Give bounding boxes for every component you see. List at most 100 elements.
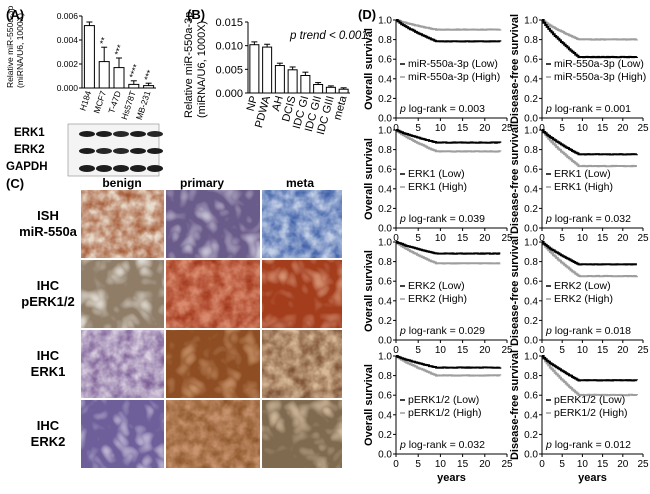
- survival-xtick-label: 5: [415, 459, 421, 470]
- survival-xtick-label: 20: [617, 459, 629, 470]
- panel-a-bar-T-47D: [113, 67, 125, 89]
- blot-band: [113, 131, 129, 137]
- panel-b-ytick-label: 0.000: [215, 88, 243, 100]
- survival-ytick-label: 0.0: [524, 450, 538, 461]
- survival-xtick-label: 0: [393, 123, 399, 134]
- panel-b-category-label: NP: [245, 95, 261, 113]
- survival-xtick-label: 15: [597, 123, 609, 134]
- histology-image-primary-1: [166, 260, 260, 328]
- survival-ytick-label: 0.2: [378, 430, 392, 441]
- survival-ytick-label: 0.2: [524, 204, 538, 215]
- legend-label-low: miR-550a-3p (Low): [554, 58, 644, 70]
- histology-texture: [166, 190, 260, 258]
- survival-curve-high: [396, 129, 502, 153]
- panel-b-ylabel-1: Relative miR-550a-3p: [183, 12, 195, 118]
- survival-ytick-label: 0.6: [524, 55, 538, 66]
- blot-label-erk1: ERK1: [14, 127, 45, 139]
- survival-ytick-label: 0.0: [524, 224, 538, 235]
- survival-xtick-label: 0: [539, 123, 545, 134]
- p-value-text: log-rank = 0.018: [552, 325, 631, 337]
- histology-image-meta-3: [262, 400, 342, 468]
- panel-a-ytick-label: 0.004: [57, 35, 79, 45]
- survival-p-value: p log-rank = 0.003: [399, 103, 485, 115]
- panel-a-bar-chart: 0.0000.0020.0040.006H184**MCF7***T-47D**…: [57, 11, 156, 121]
- legend-label-low: ERK1 (Low): [408, 168, 465, 180]
- survival-curve-low: [542, 355, 638, 382]
- panel-c-row-label-2-line2: ERK1: [31, 364, 66, 379]
- panel-a-significance: ***: [142, 68, 155, 82]
- survival-ytick-label: 0.4: [378, 184, 392, 195]
- panel-b-label: (B): [187, 7, 205, 22]
- survival-ytick-label: 1.0: [378, 238, 392, 249]
- survival-ytick-label: 0.4: [524, 296, 538, 307]
- survival-xtick-label: 25: [501, 459, 513, 470]
- blot-bands: [79, 131, 163, 172]
- survival-p-value: p log-rank = 0.032: [545, 213, 631, 225]
- survival-ytick-label: 1.0: [524, 16, 538, 27]
- survival-ylabel: Disease-free survival: [509, 236, 521, 346]
- panel-b-bar-IDC GII: [313, 83, 324, 94]
- blot-band: [113, 165, 129, 172]
- survival-xtick-label: 10: [435, 233, 447, 244]
- survival-plot-dfs-0: Disease-free survival 0.00.20.40.60.81.00…: [509, 14, 649, 134]
- panel-a-bar-H184: [83, 25, 95, 89]
- survival-ytick-label: 0.6: [524, 277, 538, 288]
- p-symbol: p: [399, 439, 406, 451]
- panel-c-row-label-0-line2: miR-550a: [19, 224, 78, 239]
- survival-xtick-label: 25: [501, 233, 513, 244]
- legend-label-high: ERK1 (High): [554, 181, 613, 193]
- panel-c-row-label-1-line2: pERK1/2: [21, 294, 74, 309]
- survival-curve-high: [542, 355, 638, 397]
- legend-label-low: ERK2 (Low): [408, 280, 465, 292]
- panel-c-col-meta: meta: [286, 176, 314, 190]
- survival-ytick-label: 0.4: [378, 296, 392, 307]
- survival-xtick-label: 20: [479, 345, 491, 356]
- panel-b-bar-DCIS: [287, 69, 298, 94]
- survival-curve-low: [396, 241, 501, 255]
- histology-image-benign-3: [81, 400, 164, 468]
- legend-label-low: ERK1 (Low): [554, 168, 611, 180]
- survival-curve-low: [542, 19, 638, 59]
- survival-ytick-label: 0.8: [524, 371, 538, 382]
- survival-ylabel: Disease-free survival: [509, 124, 521, 234]
- blot-band: [130, 148, 146, 154]
- survival-curve-low: [396, 129, 502, 144]
- survival-xtick-label: 20: [617, 233, 629, 244]
- survival-xtick-label: 5: [559, 233, 565, 244]
- histology-texture: [81, 190, 164, 258]
- survival-xtick-label: 15: [457, 345, 469, 356]
- survival-xtick-label: 10: [435, 345, 447, 356]
- survival-xtick-label: 15: [457, 123, 469, 134]
- blot-band: [96, 131, 112, 137]
- survival-xtick-label: 5: [415, 123, 421, 134]
- survival-ytick-label: 0.8: [524, 145, 538, 156]
- p-symbol: p: [399, 325, 406, 337]
- p-symbol: p: [399, 213, 406, 225]
- survival-xtick-label: 25: [501, 345, 513, 356]
- legend-label-high: miR-550a-3p (High): [554, 71, 646, 83]
- survival-ytick-label: 0.0: [524, 114, 538, 125]
- survival-ytick-label: 0.4: [378, 410, 392, 421]
- panel-b-ytick-label: 0.005: [215, 64, 243, 76]
- blot-band: [147, 148, 163, 154]
- survival-curve-high: [396, 241, 501, 265]
- histology-texture: [262, 190, 342, 258]
- survival-ytick-label: 0.4: [524, 184, 538, 195]
- survival-xtick-label: 0: [539, 459, 545, 470]
- blot-band: [79, 165, 95, 172]
- histology-texture: [81, 400, 164, 468]
- panel-b-p-trend: p trend < 0.001: [289, 30, 368, 42]
- survival-xtick-label: 5: [559, 123, 565, 134]
- blot-band: [130, 131, 146, 137]
- p-symbol: p: [399, 103, 406, 115]
- survival-ytick-label: 1.0: [378, 126, 392, 137]
- blot-band: [113, 148, 129, 154]
- panel-a-ytick-label: 0.006: [57, 11, 79, 21]
- survival-ytick-label: 0.8: [378, 145, 392, 156]
- histology-image-benign-1: [81, 260, 164, 328]
- survival-ylabel: Disease-free survival: [509, 350, 521, 460]
- survival-curve-high: [396, 355, 502, 377]
- p-symbol: p: [545, 103, 552, 115]
